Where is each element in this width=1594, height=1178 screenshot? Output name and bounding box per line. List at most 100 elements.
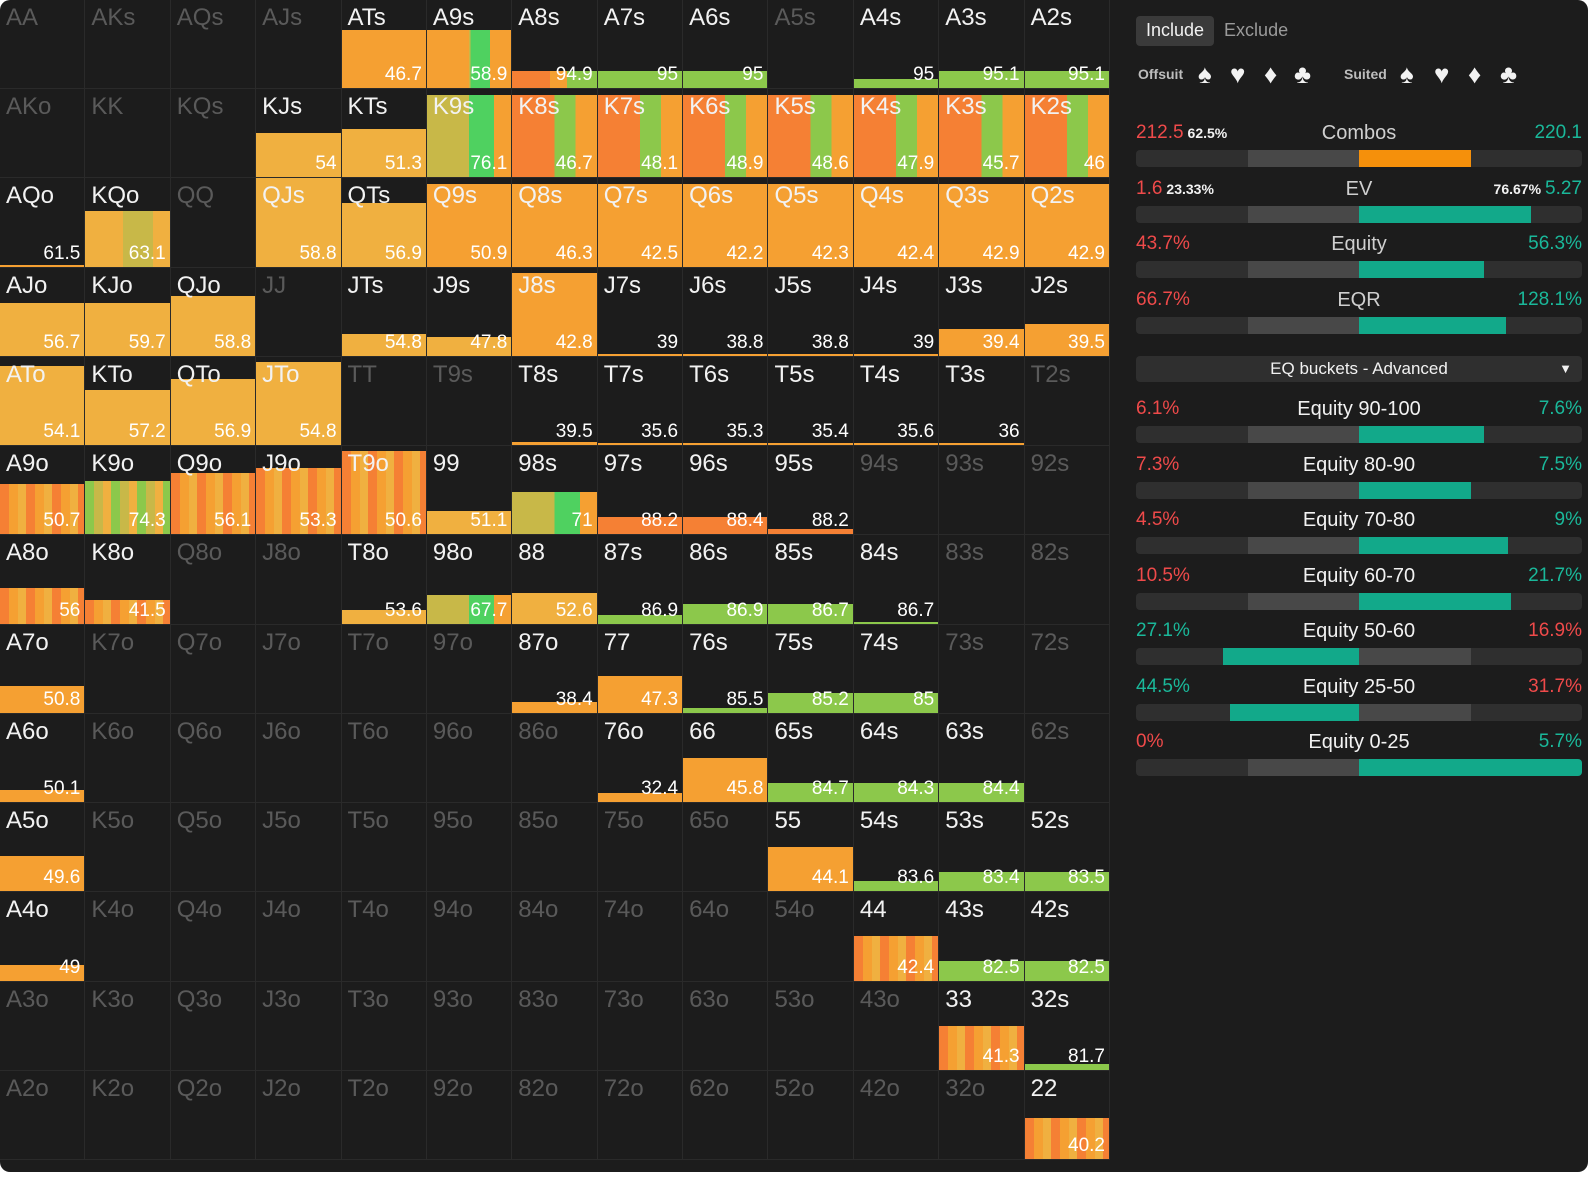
hand-cell[interactable]: 33 41.3 — [939, 981, 1025, 1071]
hand-cell[interactable]: Q7s 42.5 — [597, 178, 684, 268]
hand-cell[interactable]: 92o — [426, 1070, 513, 1160]
hand-cell[interactable]: 97o — [426, 624, 513, 714]
hand-cell[interactable]: K8s 46.7 — [512, 89, 598, 179]
hand-cell[interactable]: J7s 39 — [597, 267, 684, 357]
hand-cell[interactable]: 97s 88.2 — [597, 446, 684, 536]
tab-include[interactable]: Include — [1136, 16, 1215, 46]
hand-cell[interactable]: 82o — [512, 1070, 598, 1160]
hand-cell[interactable]: Q6o — [170, 713, 257, 804]
hand-cell[interactable]: J7o — [256, 624, 342, 714]
hand-cell[interactable]: K5o — [85, 803, 171, 893]
hand-cell[interactable]: Q9s 50.9 — [426, 178, 513, 268]
offsuit-spade-icon[interactable]: ♠ — [1198, 59, 1212, 89]
hand-cell[interactable]: K4s 47.9 — [853, 89, 940, 179]
hand-cell[interactable]: A4s 95 — [853, 0, 940, 90]
hand-cell[interactable]: 73s — [939, 624, 1025, 714]
hand-cell[interactable]: KJo 59.7 — [85, 267, 171, 357]
hand-cell[interactable]: JTs 54.8 — [341, 267, 427, 357]
hand-cell[interactable]: 74o — [597, 892, 684, 982]
hand-cell[interactable]: 95s 88.2 — [768, 446, 854, 536]
hand-cell[interactable]: 75s 85.2 — [768, 624, 854, 714]
hand-cell[interactable]: Q9o 56.1 — [170, 446, 257, 536]
hand-cell[interactable]: QQ — [170, 178, 257, 268]
hand-cell[interactable]: JTo 54.8 — [256, 356, 342, 447]
hand-cell[interactable]: K9o 74.3 — [85, 446, 171, 536]
hand-cell[interactable]: Q7o — [170, 624, 257, 714]
hand-cell[interactable]: J9o 53.3 — [256, 446, 342, 536]
hand-cell[interactable]: J5s 38.8 — [768, 267, 854, 357]
hand-cell[interactable]: 92s — [1024, 446, 1110, 536]
hand-cell[interactable]: 66 45.8 — [683, 713, 769, 804]
hand-cell[interactable]: TT — [341, 356, 427, 447]
hand-cell[interactable]: Q4s 42.4 — [853, 178, 940, 268]
hand-cell[interactable]: 63o — [683, 981, 769, 1071]
hand-cell[interactable]: 54o — [768, 892, 854, 982]
hand-cell[interactable]: 32s 81.7 — [1024, 981, 1110, 1071]
hand-cell[interactable]: K7s 48.1 — [597, 89, 684, 179]
hand-cell[interactable]: Q8s 46.3 — [512, 178, 598, 268]
hand-cell[interactable]: KQs — [170, 89, 257, 179]
hand-cell[interactable]: A7s 95 — [597, 0, 684, 90]
hand-cell[interactable]: Q6s 42.2 — [683, 178, 769, 268]
hand-cell[interactable]: J3o — [256, 981, 342, 1071]
hand-cell[interactable]: J8o — [256, 535, 342, 625]
hand-cell[interactable]: AA — [0, 0, 86, 90]
hand-cell[interactable]: 54s 83.6 — [853, 803, 940, 893]
suited-spade-icon[interactable]: ♠ — [1400, 59, 1414, 89]
hand-cell[interactable]: AQs — [170, 0, 257, 90]
hand-cell[interactable]: 32o — [939, 1070, 1025, 1160]
hand-cell[interactable]: T5o — [341, 803, 427, 893]
hand-cell[interactable]: T3o — [341, 981, 427, 1071]
hand-cell[interactable]: T2s — [1024, 356, 1110, 447]
hand-cell[interactable]: 62s — [1024, 713, 1110, 804]
hand-cell[interactable]: AKo — [0, 89, 86, 179]
hand-cell[interactable]: 87s 86.9 — [597, 535, 684, 625]
hand-cell[interactable]: 52o — [768, 1070, 854, 1160]
hand-cell[interactable]: T8s 39.5 — [512, 356, 598, 447]
hand-cell[interactable]: 43o — [853, 981, 940, 1071]
hand-cell[interactable]: Q8o — [170, 535, 257, 625]
hand-cell[interactable]: A5s — [768, 0, 854, 90]
hand-cell[interactable]: 96o — [426, 713, 513, 804]
hand-cell[interactable]: Q5s 42.3 — [768, 178, 854, 268]
hand-cell[interactable]: A6o 50.1 — [0, 713, 86, 804]
hand-cell[interactable]: Q3o — [170, 981, 257, 1071]
hand-cell[interactable]: 95o — [426, 803, 513, 893]
hand-cell[interactable]: K6o — [85, 713, 171, 804]
hand-cell[interactable]: 82s — [1024, 535, 1110, 625]
hand-cell[interactable]: J9s 47.8 — [426, 267, 513, 357]
suited-diamond-icon[interactable]: ♦ — [1468, 59, 1482, 89]
hand-cell[interactable]: 72o — [597, 1070, 684, 1160]
hand-cell[interactable]: A9s 58.9 — [426, 0, 513, 90]
hand-cell[interactable]: T9s — [426, 356, 513, 447]
hand-cell[interactable]: A7o 50.8 — [0, 624, 86, 714]
hand-cell[interactable]: 64s 84.3 — [853, 713, 940, 804]
hand-cell[interactable]: 77 47.3 — [597, 624, 684, 714]
hand-cell[interactable]: K9s 76.1 — [426, 89, 513, 179]
hand-cell[interactable]: 72s — [1024, 624, 1110, 714]
hand-cell[interactable]: ATo 54.1 — [0, 356, 86, 447]
hand-cell[interactable]: K3o — [85, 981, 171, 1071]
hand-cell[interactable]: 44 42.4 — [853, 892, 940, 982]
hand-cell[interactable]: QJo 58.8 — [170, 267, 257, 357]
hand-cell[interactable]: 65s 84.7 — [768, 713, 854, 804]
hand-cell[interactable]: 62o — [683, 1070, 769, 1160]
hand-cell[interactable]: KTo 57.2 — [85, 356, 171, 447]
hand-cell[interactable]: 55 44.1 — [768, 803, 854, 893]
hand-cell[interactable]: J6s 38.8 — [683, 267, 769, 357]
hand-cell[interactable]: 96s 88.4 — [683, 446, 769, 536]
hand-cell[interactable]: 53o — [768, 981, 854, 1071]
hand-cell[interactable]: A8o 56 — [0, 535, 86, 625]
hand-cell[interactable]: A4o 49 — [0, 892, 86, 982]
hand-cell[interactable]: 63s 84.4 — [939, 713, 1025, 804]
hand-cell[interactable]: K4o — [85, 892, 171, 982]
hand-cell[interactable]: KTs 51.3 — [341, 89, 427, 179]
hand-cell[interactable]: 88 52.6 — [512, 535, 598, 625]
hand-cell[interactable]: KK — [85, 89, 171, 179]
hand-cell[interactable]: A3o — [0, 981, 86, 1071]
hand-cell[interactable]: JJ — [256, 267, 342, 357]
hand-cell[interactable]: J8s 42.8 — [512, 267, 598, 357]
hand-cell[interactable]: AKs — [85, 0, 171, 90]
hand-cell[interactable]: 53s 83.4 — [939, 803, 1025, 893]
hand-cell[interactable]: 83s — [939, 535, 1025, 625]
